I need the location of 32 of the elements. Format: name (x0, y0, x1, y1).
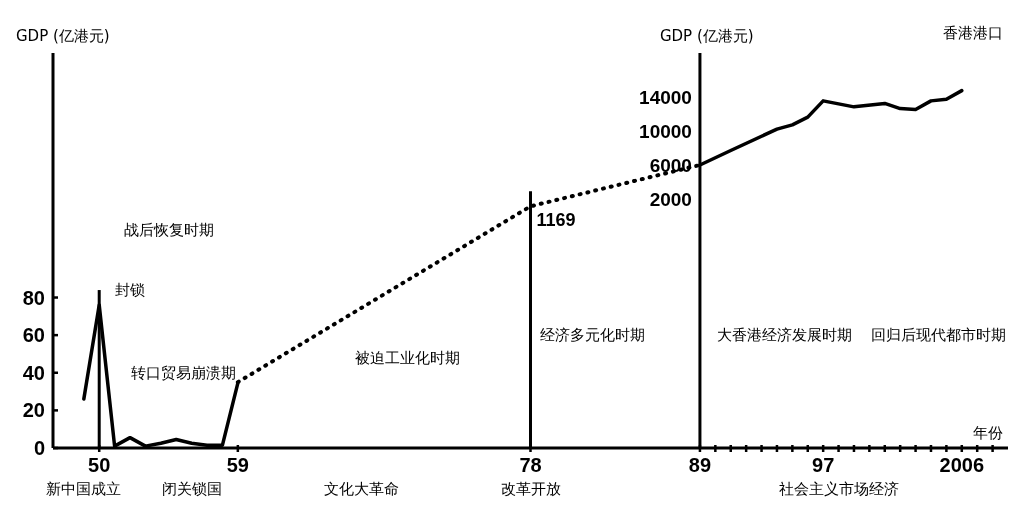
y-tick-label: 0 (33, 437, 45, 459)
x-tick-label: 89 (688, 454, 712, 476)
text: 文化大革命 (323, 480, 399, 498)
y-tick-label: 20 (22, 399, 45, 422)
annotation: 回归后现代都市时期 (871, 326, 1007, 345)
annotation: 转口贸易崩溃期 (131, 363, 237, 382)
y-tick-label: 40 (22, 361, 45, 384)
text: 闭关锁国 (161, 480, 222, 498)
y-tick-label: 60 (22, 324, 45, 347)
y2-tick-label: 6000 (649, 155, 692, 176)
x-tick-label: 78 (519, 454, 542, 476)
data-label: 1169 (536, 210, 576, 231)
y2-tick-label: 10000 (639, 120, 692, 142)
x-axis-title: 年份 (973, 424, 1003, 442)
text: 新中国成立 (46, 480, 122, 498)
annotation: 大香港经济发展时期 (717, 326, 853, 345)
annotation: 封锁 (115, 281, 146, 299)
x-tick-label: 2006 (939, 454, 985, 476)
annotation: 被迫工业化时期 (354, 348, 460, 367)
chart-title: 香港港口 (943, 24, 1003, 42)
x-tick-label: 59 (226, 454, 249, 476)
x-tick-label: 97 (812, 454, 835, 476)
text: 社会主义市场经济 (778, 480, 899, 498)
y-tick-label: 80 (22, 286, 45, 309)
annotation: 战后恢复时期 (123, 220, 214, 239)
text: 改革开放 (500, 480, 561, 498)
x-tick-label: 50 (88, 454, 111, 476)
y2-tick-label: 14000 (639, 86, 692, 108)
y2-tick-label: 2000 (649, 189, 692, 211)
y2-axis-title: GDP (亿港元) (659, 27, 754, 45)
annotation: 经济多元化时期 (539, 326, 645, 345)
y-axis-title: GDP (亿港元) (16, 27, 110, 45)
